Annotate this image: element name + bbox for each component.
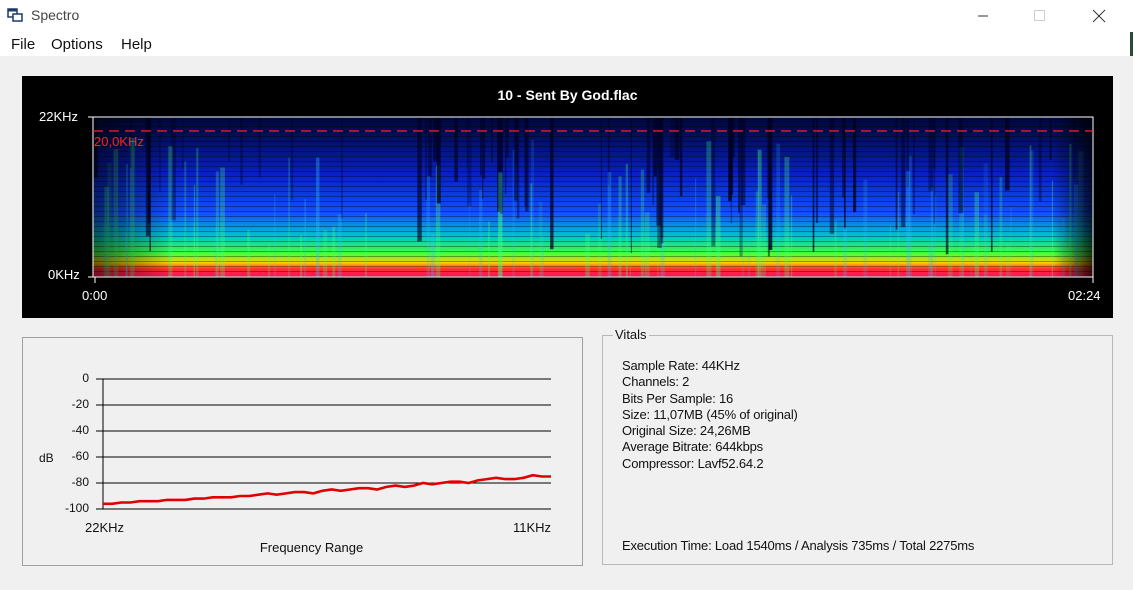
maximize-icon: [1034, 10, 1045, 21]
freq-bottom-label: 0KHz: [48, 267, 80, 282]
title-bar[interactable]: Spectro: [0, 0, 1133, 32]
execution-time: Execution Time: Load 1540ms / Analysis 7…: [622, 538, 975, 553]
close-icon: [1092, 9, 1106, 23]
vital-bits-per-sample: Bits Per Sample: 16: [622, 390, 734, 406]
db-tick-label: -80: [71, 475, 89, 489]
vitals-groupbox: Vitals Sample Rate: 44KHz Channels: 2 Bi…: [602, 327, 1113, 565]
vital-original-size: Original Size: 24,26MB: [622, 423, 751, 439]
vital-channels: Channels: 2: [622, 374, 690, 390]
vitals-legend: Vitals: [613, 327, 649, 342]
menu-options[interactable]: Options: [51, 36, 103, 53]
vitals-list: Sample Rate: 44KHz Channels: 2 Bits Per …: [622, 358, 798, 472]
cutoff-label: 20,0KHz: [94, 134, 144, 149]
db-tick-label: -60: [71, 449, 89, 463]
maximize-button[interactable]: [1016, 0, 1062, 32]
db-tick-label: -40: [71, 423, 89, 437]
db-x-end-label: 11KHz: [513, 520, 552, 535]
minimize-button[interactable]: [960, 0, 1006, 32]
vital-sample-rate: Sample Rate: 44KHz: [622, 358, 740, 373]
spectrogram-graph: [88, 116, 1094, 283]
vital-compressor: Compressor: Lavf52.64.2: [622, 455, 764, 471]
vital-size: Size: 11,07MB (45% of original): [622, 406, 798, 422]
client-area: 10 - Sent By God.flac 22KHz 0KHz 20,0KHz…: [0, 56, 1133, 590]
db-chart-panel: 0 -20 -40 -60 -80 -100 dB 22KHz 11KHz Frequen…: [22, 337, 583, 566]
spectrogram-panel: 10 - Sent By God.flac 22KHz 0KHz 20,0KHz…: [22, 76, 1113, 318]
db-series-line: [103, 473, 551, 506]
db-tick-label: -20: [71, 397, 89, 411]
menu-help[interactable]: Help: [121, 36, 152, 53]
close-button[interactable]: [1076, 0, 1122, 32]
db-x-start-label: 22KHz: [85, 520, 125, 535]
db-tick-label: 0: [82, 371, 89, 385]
menu-file[interactable]: File: [11, 36, 36, 53]
time-end-label: 02:24: [1068, 288, 1101, 303]
app-icon: [7, 8, 23, 22]
db-x-axis-label: Frequency Range: [259, 540, 364, 555]
window-title: Spectro: [31, 7, 80, 23]
file-title: 10 - Sent By God.flac: [497, 87, 638, 103]
db-tick-label: -100: [64, 501, 89, 515]
minimize-icon: [978, 15, 988, 17]
time-start-label: 0:00: [82, 288, 108, 303]
db-axis-label: dB: [39, 451, 54, 465]
freq-top-label: 22KHz: [39, 109, 79, 124]
menu-bar: File Options Help: [0, 32, 1133, 56]
vital-average-bitrate: Average Bitrate: 644kbps: [622, 439, 763, 455]
db-chart: [96, 378, 551, 510]
